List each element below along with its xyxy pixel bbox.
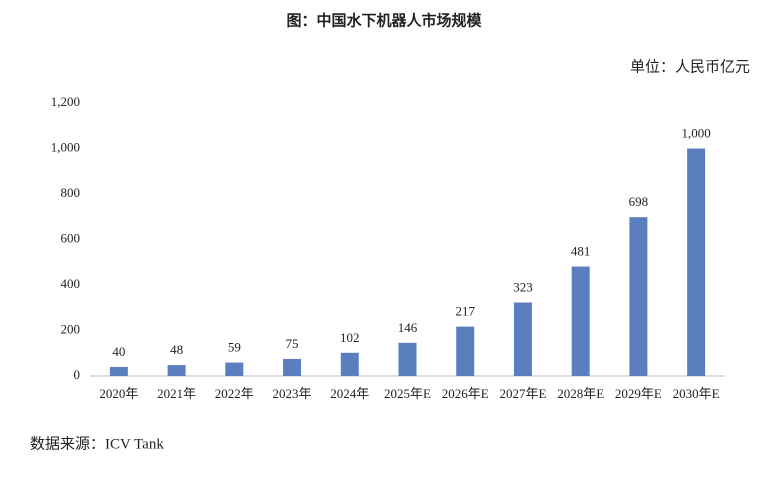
bar xyxy=(283,358,302,376)
data-label: 1,000 xyxy=(682,125,711,140)
bar xyxy=(571,266,590,376)
y-tick-label: 800 xyxy=(61,185,81,200)
y-tick-label: 1,200 xyxy=(51,94,80,109)
data-label: 323 xyxy=(513,280,533,295)
data-label: 698 xyxy=(629,194,649,209)
data-label: 481 xyxy=(571,244,591,259)
y-tick-label: 400 xyxy=(61,276,81,291)
data-label: 75 xyxy=(286,336,299,351)
x-tick-label: 2022年 xyxy=(215,386,254,401)
y-tick-label: 600 xyxy=(61,230,81,245)
x-tick-label: 2026年E xyxy=(442,386,489,401)
data-label: 40 xyxy=(112,344,125,359)
y-tick-label: 0 xyxy=(74,367,81,382)
source: 数据来源：ICV Tank xyxy=(30,435,164,452)
x-tick-label: 2023年 xyxy=(273,386,312,401)
unit-label: 单位：人民币亿元 xyxy=(630,58,750,75)
x-tick-label: 2028年E xyxy=(557,386,604,401)
x-tick-label: 2027年E xyxy=(499,386,546,401)
data-label: 102 xyxy=(340,330,360,345)
x-tick-label: 2021年 xyxy=(157,386,196,401)
x-tick-label: 2029年E xyxy=(615,386,662,401)
y-tick-label: 1,000 xyxy=(51,139,80,154)
bar xyxy=(456,326,475,376)
chart-title: 图：中国水下机器人市场规模 xyxy=(286,11,482,29)
bar xyxy=(398,342,417,376)
bar xyxy=(225,362,244,376)
x-tick-label: 2030年E xyxy=(673,386,720,401)
data-label: 59 xyxy=(228,340,241,355)
data-label: 146 xyxy=(398,320,418,335)
bar xyxy=(629,217,648,376)
bar xyxy=(513,302,532,376)
bar xyxy=(340,352,359,376)
bar xyxy=(109,366,128,376)
y-tick-label: 200 xyxy=(61,321,81,336)
x-tick-label: 2024年 xyxy=(330,386,369,401)
x-tick-label: 2025年E xyxy=(384,386,431,401)
data-label: 217 xyxy=(455,304,475,319)
data-label: 48 xyxy=(170,342,183,357)
bar xyxy=(167,365,186,376)
x-tick-label: 2020年 xyxy=(99,386,138,401)
bar xyxy=(687,148,706,376)
